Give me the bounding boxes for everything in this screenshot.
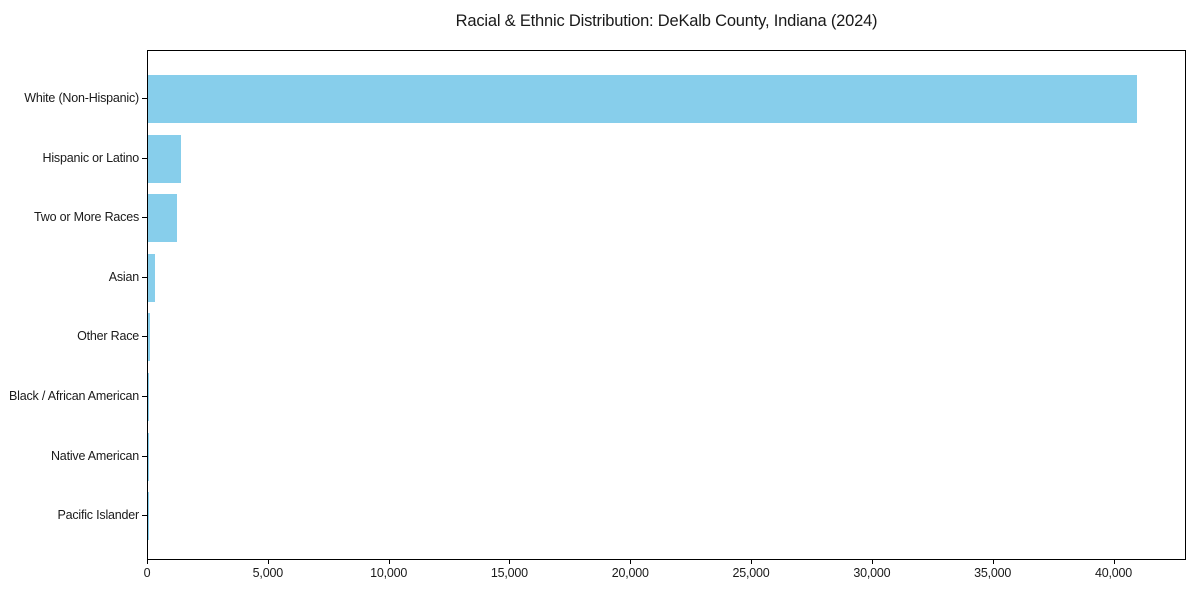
- x-tick-label: 5,000: [252, 566, 283, 580]
- y-tick-label: Native American: [50, 448, 139, 463]
- chart-title: Racial & Ethnic Distribution: DeKalb Cou…: [455, 12, 878, 30]
- y-tick-mark: [142, 276, 147, 278]
- y-tick-label: White (Non-Hispanic): [24, 91, 139, 105]
- x-tick-mark: [268, 560, 269, 564]
- bar-two-or-more-races: [148, 194, 177, 243]
- x-tick-label: 20,000: [611, 566, 649, 580]
- y-tick-mark: [142, 515, 147, 517]
- x-tick-mark: [389, 560, 390, 564]
- y-tick-label: Black / African American: [9, 389, 139, 403]
- x-tick-mark: [147, 560, 148, 564]
- plot-area: [147, 50, 1186, 560]
- y-tick-mark: [142, 98, 147, 99]
- y-tick-label: Two or More Races: [34, 210, 139, 225]
- x-tick-label: 0: [143, 566, 151, 580]
- y-tick-label: Hispanic or Latino: [42, 150, 140, 165]
- x-tick-label: 15,000: [490, 566, 528, 580]
- y-tick-label: Pacific Islander: [57, 508, 139, 523]
- x-tick-mark: [751, 560, 752, 564]
- x-tick-label: 30,000: [853, 566, 891, 580]
- y-tick-label: Asian: [108, 269, 139, 284]
- x-tick-label: 25,000: [732, 566, 770, 580]
- y-tick-mark: [142, 336, 147, 338]
- bar-hispanic-or-latino: [148, 134, 181, 183]
- x-tick-mark: [872, 560, 873, 564]
- x-tick-mark: [630, 560, 631, 564]
- x-tick-mark: [1114, 560, 1115, 564]
- y-tick-mark: [142, 455, 147, 457]
- x-tick-label: 10,000: [370, 566, 408, 580]
- y-tick-label: Other Race: [77, 329, 139, 344]
- bar-native-american: [148, 432, 149, 481]
- x-tick-mark: [993, 560, 994, 564]
- x-tick-label: 35,000: [974, 566, 1012, 580]
- x-tick-label: 40,000: [1094, 566, 1133, 580]
- y-tick-mark: [142, 217, 147, 219]
- bars-layer: [148, 51, 1185, 559]
- bar-black-african-american: [148, 373, 150, 421]
- y-tick-mark: [142, 157, 147, 159]
- bar-white-non-hispanic: [148, 75, 1137, 123]
- y-tick-mark: [142, 396, 147, 397]
- bar-asian: [148, 253, 155, 302]
- bar-other-race: [148, 313, 150, 362]
- x-tick-mark: [509, 560, 510, 564]
